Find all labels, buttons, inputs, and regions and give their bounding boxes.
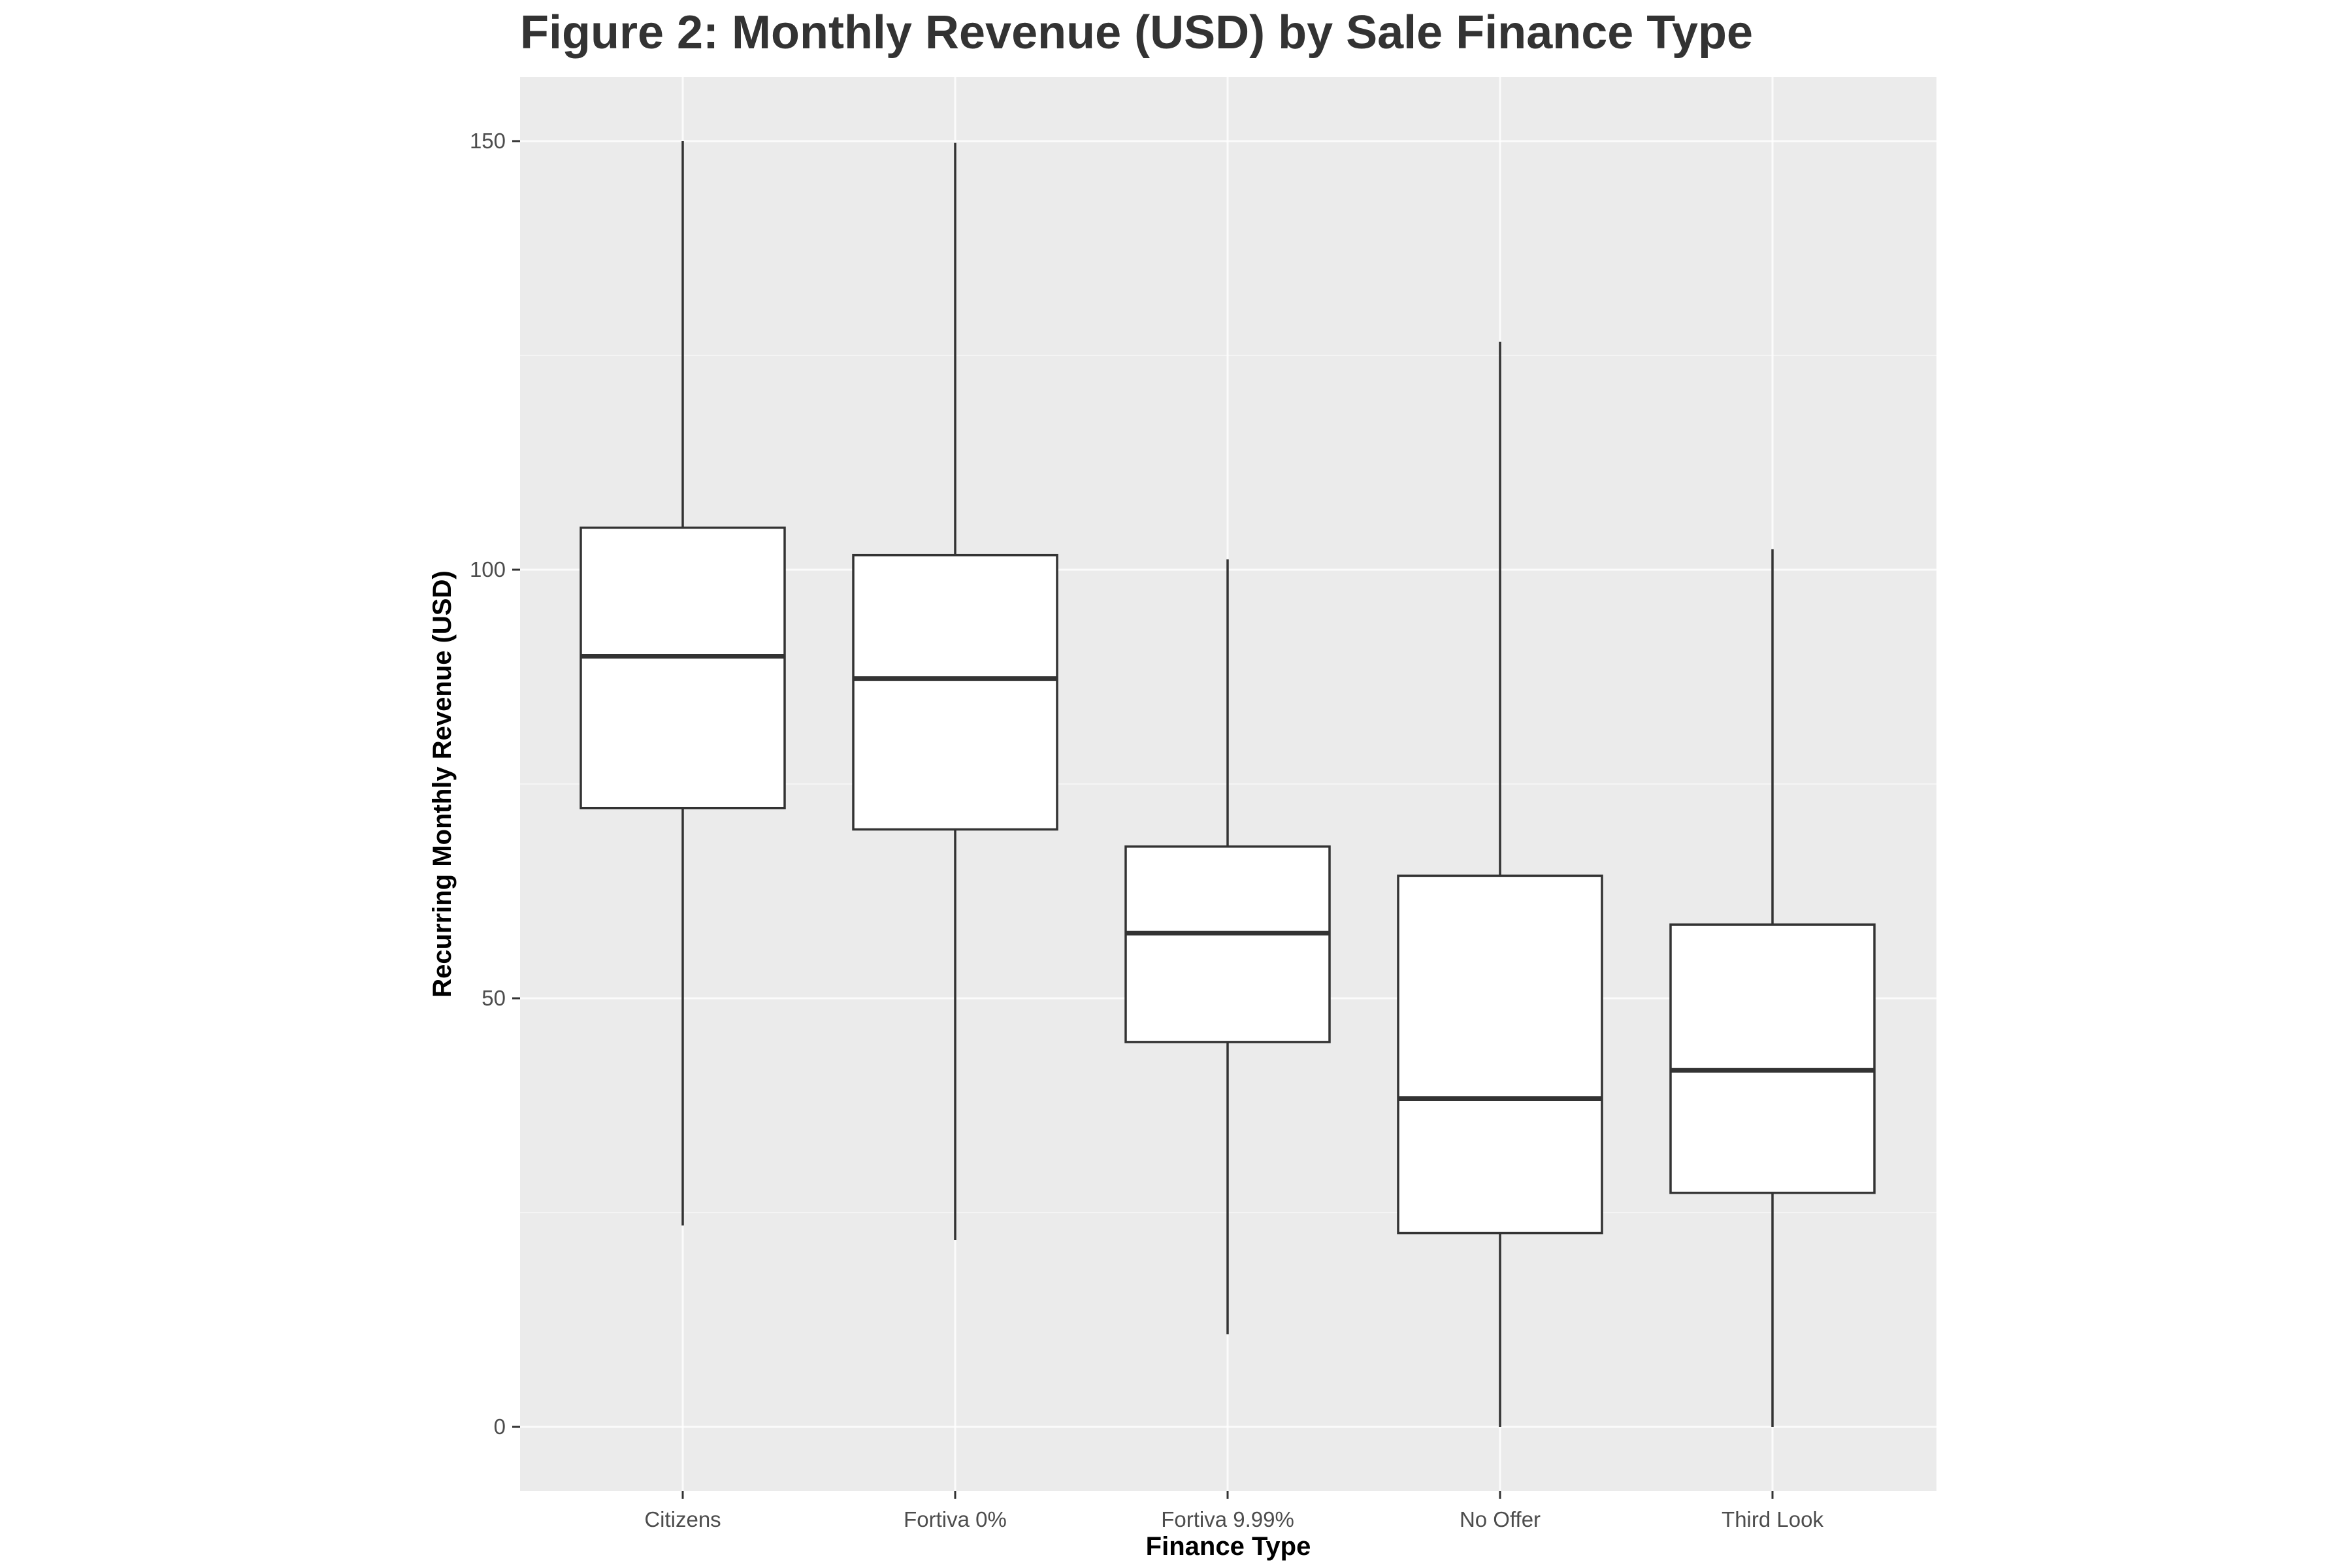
box-group <box>1669 549 1876 1427</box>
x-tick-label: Fortiva 0% <box>904 1507 1007 1531</box>
y-axis-title: Recurring Monthly Revenue (USD) <box>428 570 457 997</box>
box-group <box>852 142 1058 1240</box>
box-group <box>1397 342 1603 1427</box>
iqr-box <box>1397 874 1603 1235</box>
y-tick-label: 150 <box>470 129 506 153</box>
iqr-box <box>580 526 786 809</box>
box-group <box>580 141 786 1226</box>
x-tick-label: Citizens <box>644 1507 721 1531</box>
chart-title: Figure 2: Monthly Revenue (USD) by Sale … <box>520 7 1753 59</box>
y-tick-label: 0 <box>494 1414 506 1439</box>
x-tick-label: No Offer <box>1460 1507 1541 1531</box>
iqr-box <box>852 553 1058 831</box>
box-series <box>580 141 1876 1427</box>
iqr-box <box>1669 923 1876 1194</box>
x-tick-label: Third Look <box>1722 1507 1823 1531</box>
axes: 0 50 100 150 Citizens Fortiva 0% Fortiva 9.99%… <box>470 129 1824 1531</box>
y-tick-label: 100 <box>470 557 506 581</box>
iqr-box <box>1124 845 1331 1043</box>
y-tick-label: 50 <box>482 986 506 1010</box>
x-axis-title: Finance Type <box>1146 1532 1311 1561</box>
x-tick-label: Fortiva 9.99% <box>1161 1507 1294 1531</box>
box-group <box>1124 559 1331 1335</box>
